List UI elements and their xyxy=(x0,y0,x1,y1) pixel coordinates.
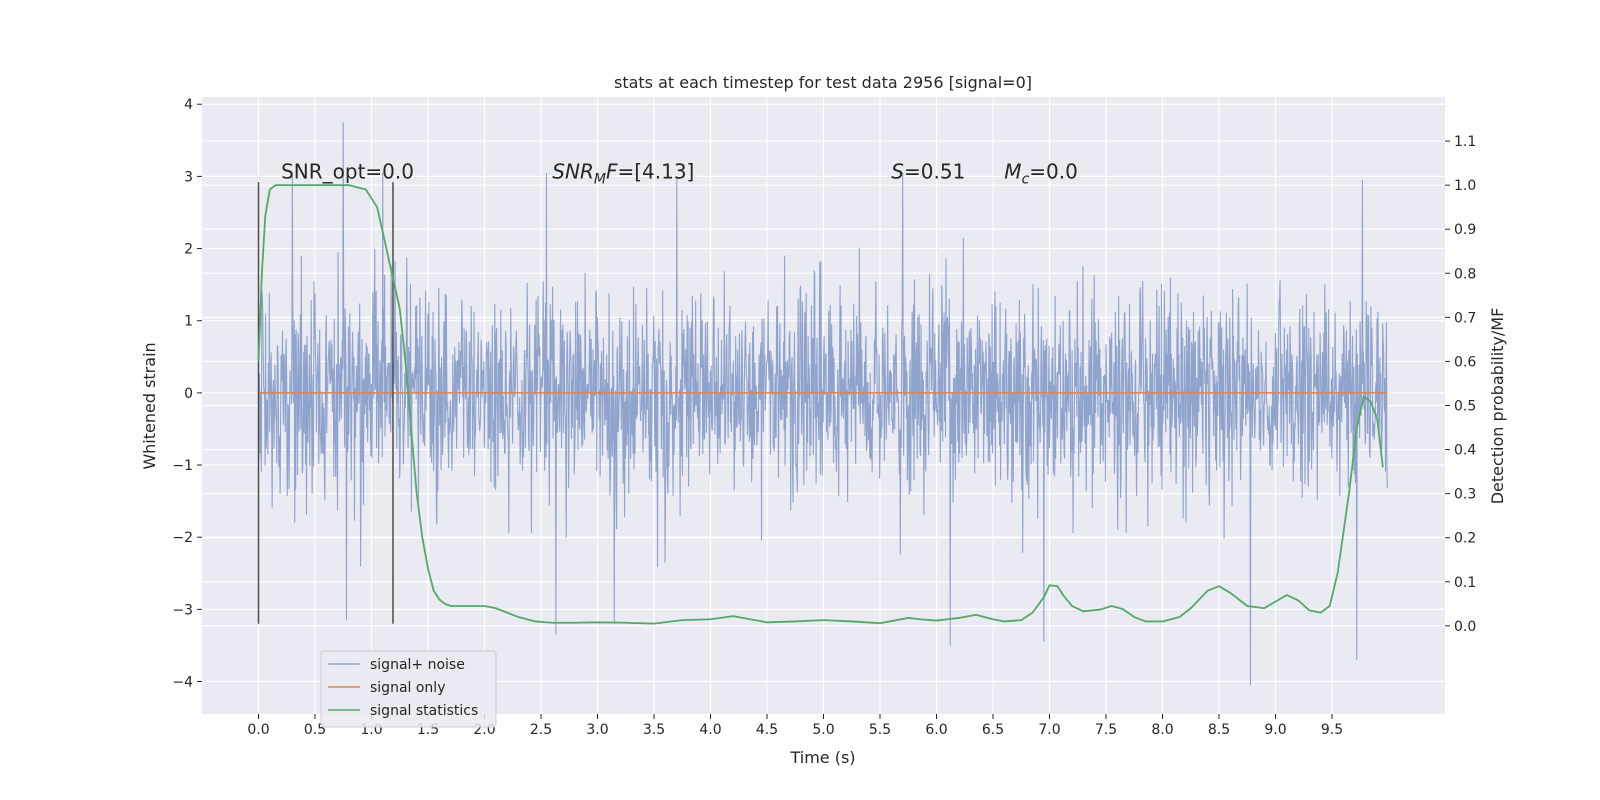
annotation-segment: M xyxy=(594,172,606,188)
y-tick-label: 3 xyxy=(184,169,193,185)
y2-tick-label: 1.1 xyxy=(1454,134,1476,150)
signal-noise-line xyxy=(257,122,1388,686)
x-tick-label: 0.5 xyxy=(304,722,326,738)
chart-title: stats at each timestep for test data 295… xyxy=(614,73,1032,92)
annotation-segment: S xyxy=(891,160,904,184)
y2-axis-label: Detection probability/MF xyxy=(1488,308,1507,505)
series-signal-noise xyxy=(257,122,1388,686)
event-markers xyxy=(257,182,394,624)
annotation-segment: c xyxy=(1022,172,1030,188)
y2-tick-label: 0.7 xyxy=(1454,310,1476,326)
annotation-segment: =0.0 xyxy=(1029,160,1078,184)
y-axis-label: Whitened strain xyxy=(140,342,159,469)
x-tick-label: 0.0 xyxy=(247,722,269,738)
x-tick-label: 3.0 xyxy=(586,722,608,738)
x-tick-label: 2.5 xyxy=(530,722,552,738)
annotation-segment: M xyxy=(1004,160,1021,184)
signal-statistics-line xyxy=(257,184,1384,625)
y2-tick-label: 0.5 xyxy=(1454,399,1476,415)
legend-box xyxy=(320,650,497,728)
annotations: SNR_opt=0.0 SNRMF=[4.13] S=0.51 Mc=0.0 xyxy=(281,160,1078,188)
y-tick-label: 2 xyxy=(184,242,193,258)
x-tick-label: 9.5 xyxy=(1321,722,1343,738)
y2-tick-label: 0.6 xyxy=(1454,354,1476,370)
legend-label-signal-only: signal only xyxy=(370,680,445,696)
annotation-text: SNRMF=[4.13] xyxy=(552,160,694,188)
y-tick-label: −1 xyxy=(172,458,193,474)
x-tick-label: 5.0 xyxy=(812,722,834,738)
y2-tick-label: 0.4 xyxy=(1454,443,1476,459)
x-tick-label: 7.0 xyxy=(1038,722,1060,738)
axes: 0.0 0.5 1.0 1.5 2.0 2.5 3.0 3.5 4.0 4.5 5.0 5.5 6.0 6… xyxy=(172,97,1476,738)
annotation-text: SNR_opt=0.0 xyxy=(281,160,414,184)
y-tick-label: −2 xyxy=(172,530,193,546)
legend: signal+ noise signal only signal statist… xyxy=(320,650,497,728)
legend-label-signal-noise: signal+ noise xyxy=(370,657,465,673)
y2-tick-label: 0.3 xyxy=(1454,487,1476,503)
x-tick-label: 6.0 xyxy=(925,722,947,738)
annotation-segment: =0.51 xyxy=(904,160,965,184)
annotation-text: Mc=0.0 xyxy=(1004,160,1078,188)
y2-tick-label: 1.0 xyxy=(1454,178,1476,194)
y2-tick-label: 0.1 xyxy=(1454,575,1476,591)
legend-label-signal-statistics: signal statistics xyxy=(370,703,478,719)
x-tick-label: 5.5 xyxy=(869,722,891,738)
annotation-segment: SNR xyxy=(552,160,594,184)
x-tick-label: 4.0 xyxy=(699,722,721,738)
x-tick-label: 8.5 xyxy=(1208,722,1230,738)
x-tick-label: 4.5 xyxy=(756,722,778,738)
x-tick-label: 6.5 xyxy=(982,722,1004,738)
x-tick-label: 3.5 xyxy=(643,722,665,738)
y2-tick-label: 0.8 xyxy=(1454,266,1476,282)
y-tick-label: 0 xyxy=(184,386,193,402)
x-axis-label: Time (s) xyxy=(789,748,855,767)
annotation-text: S=0.51 xyxy=(891,160,965,184)
y-tick-label: 1 xyxy=(184,314,193,330)
y2-tick-label: 0.9 xyxy=(1454,222,1476,238)
x-tick-label: 7.5 xyxy=(1095,722,1117,738)
annotation-segment: SNR_opt=0.0 xyxy=(281,160,414,184)
y-tick-label: 4 xyxy=(184,97,193,113)
y-tick-label: −4 xyxy=(172,675,193,691)
series-signal-statistics xyxy=(257,184,1384,625)
x-tick-label: 9.0 xyxy=(1264,722,1286,738)
y-tick-label: −3 xyxy=(172,602,193,618)
annotation-segment: F xyxy=(606,160,618,184)
annotation-segment: =[4.13] xyxy=(617,160,694,184)
x-tick-label: 8.0 xyxy=(1151,722,1173,738)
y2-tick-label: 0.0 xyxy=(1454,619,1476,635)
y2-tick-label: 0.2 xyxy=(1454,531,1476,547)
